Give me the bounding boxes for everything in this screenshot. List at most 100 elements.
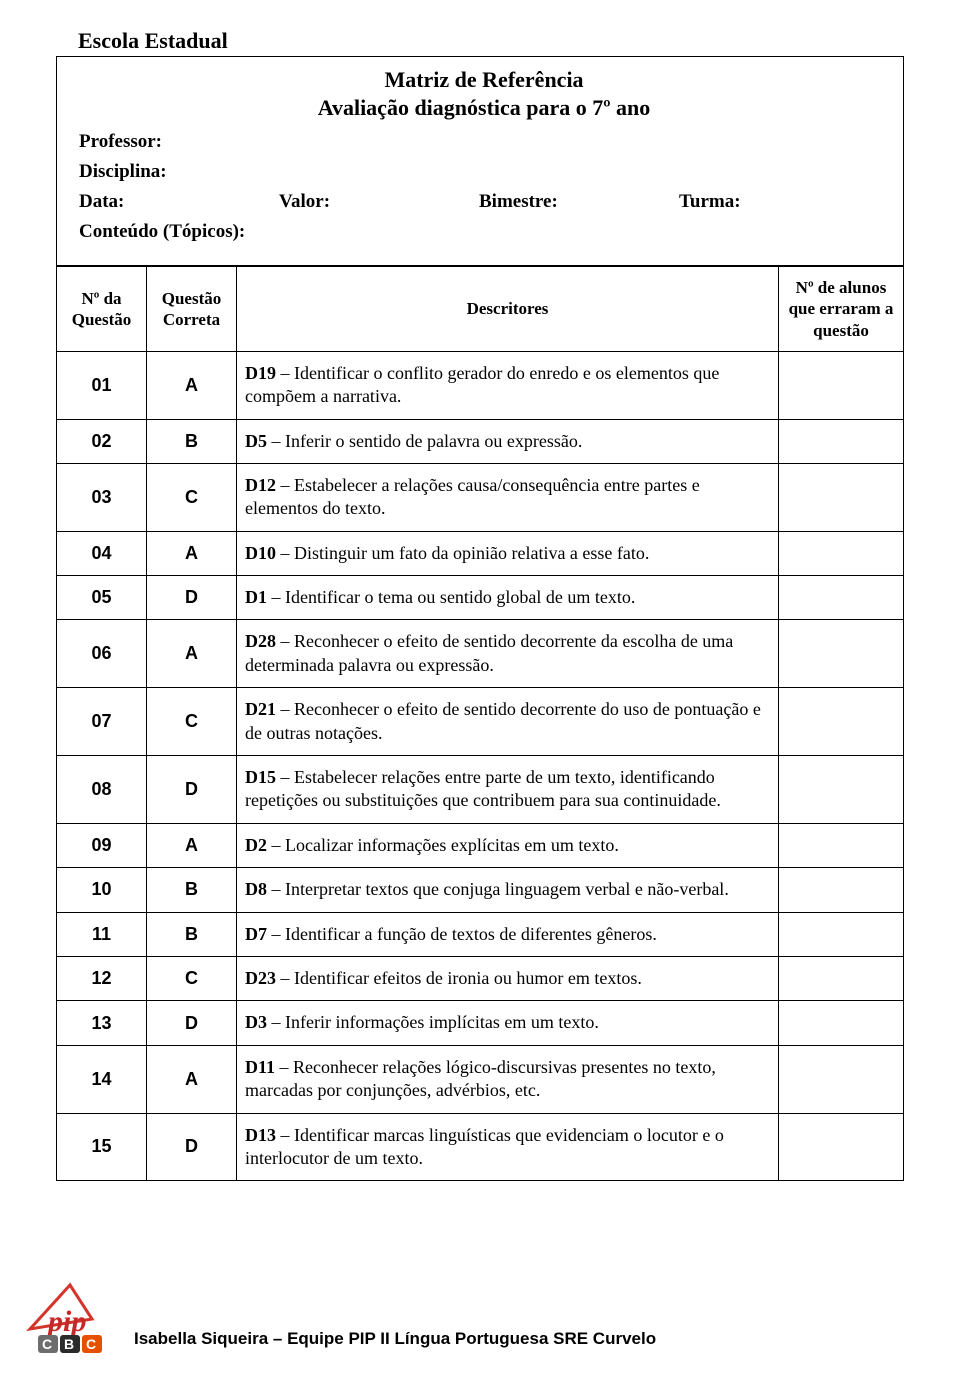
data-label: Data: [79,191,279,213]
cell-descriptor: D21 – Reconhecer o efeito de sentido dec… [237,688,779,756]
table-row: 15DD13 – Identificar marcas linguísticas… [57,1113,904,1181]
cell-correct-answer: A [147,1045,237,1113]
descriptor-text: – Identificar a função de textos de dife… [267,924,657,944]
cell-question-number: 07 [57,688,147,756]
cell-error-count [779,463,904,531]
cell-error-count [779,576,904,620]
cell-error-count [779,1113,904,1181]
cell-correct-answer: D [147,1001,237,1045]
descriptor-text: – Inferir informações implícitas em um t… [267,1012,599,1032]
descriptor-text: – Reconhecer o efeito de sentido decorre… [245,699,761,742]
professor-label: Professor: [79,131,889,153]
cell-question-number: 14 [57,1045,147,1113]
school-name: Escola Estadual [78,28,904,54]
cell-descriptor: D10 – Distinguir um fato da opinião rela… [237,531,779,575]
descriptor-code: D10 [245,543,276,563]
descriptor-text: – Reconhecer relações lógico-discursivas… [245,1057,716,1100]
table-row: 11BD7 – Identificar a função de textos d… [57,912,904,956]
cell-correct-answer: B [147,912,237,956]
cell-error-count [779,912,904,956]
svg-text:B: B [64,1336,74,1352]
cell-correct-answer: C [147,688,237,756]
cell-correct-answer: A [147,531,237,575]
cell-descriptor: D28 – Reconhecer o efeito de sentido dec… [237,620,779,688]
descriptor-text: – Estabelecer a relações causa/consequên… [245,475,700,518]
cell-correct-answer: C [147,463,237,531]
footer-text: Isabella Siqueira – Equipe PIP II Língua… [134,1329,656,1357]
table-row: 02BD5 – Inferir o sentido de palavra ou … [57,419,904,463]
cell-question-number: 04 [57,531,147,575]
table-row: 09AD2 – Localizar informações explícitas… [57,823,904,867]
table-row: 01AD19 – Identificar o conflito gerador … [57,351,904,419]
conteudo-label: Conteúdo (Tópicos): [79,221,889,243]
descriptor-text: – Identificar o tema ou sentido global d… [267,587,635,607]
cell-descriptor: D1 – Identificar o tema ou sentido globa… [237,576,779,620]
cell-correct-answer: A [147,620,237,688]
descriptor-code: D7 [245,924,267,944]
cell-correct-answer: D [147,756,237,824]
page: Escola Estadual Matriz de Referência Ava… [0,0,960,1379]
cell-error-count [779,620,904,688]
data-row: Data: Valor: Bimestre: Turma: [79,191,889,213]
cell-error-count [779,351,904,419]
col-header-answer: Questão Correta [147,267,237,352]
descriptor-text: – Inferir o sentido de palavra ou expres… [267,431,582,451]
cell-descriptor: D23 – Identificar efeitos de ironia ou h… [237,957,779,1001]
descriptor-code: D23 [245,968,276,988]
descriptor-code: D19 [245,363,276,383]
footer: pip C B C Isabella Siqueira – Equipe PIP… [20,1279,656,1357]
descriptor-text: – Identificar marcas linguísticas que ev… [245,1125,724,1168]
table-row: 04AD10 – Distinguir um fato da opinião r… [57,531,904,575]
descriptor-code: D1 [245,587,267,607]
cell-error-count [779,1045,904,1113]
cell-error-count [779,823,904,867]
table-row: 07CD21 – Reconhecer o efeito de sentido … [57,688,904,756]
cell-question-number: 06 [57,620,147,688]
table-row: 06AD28 – Reconhecer o efeito de sentido … [57,620,904,688]
descriptor-text: – Identificar o conflito gerador do enre… [245,363,719,406]
col-header-num: Nº da Questão [57,267,147,352]
cell-error-count [779,688,904,756]
cell-error-count [779,756,904,824]
turma-label: Turma: [679,191,879,213]
descriptor-code: D11 [245,1057,275,1077]
svg-text:C: C [86,1336,96,1352]
table-row: 10BD8 – Interpretar textos que conjuga l… [57,868,904,912]
descriptor-text: – Reconhecer o efeito de sentido decorre… [245,631,733,674]
cell-correct-answer: D [147,1113,237,1181]
descriptor-code: D15 [245,767,276,787]
cell-error-count [779,1001,904,1045]
descriptor-text: – Distinguir um fato da opinião relativa… [276,543,649,563]
descriptor-text: – Estabelecer relações entre parte de um… [245,767,721,810]
svg-text:C: C [42,1336,52,1352]
cell-correct-answer: B [147,868,237,912]
cell-descriptor: D15 – Estabelecer relações entre parte d… [237,756,779,824]
logo-pip-text: pip [45,1305,86,1338]
cell-error-count [779,419,904,463]
table-row: 13DD3 – Inferir informações implícitas e… [57,1001,904,1045]
descriptor-code: D5 [245,431,267,451]
cell-question-number: 12 [57,957,147,1001]
descriptor-text: – Identificar efeitos de ironia ou humor… [276,968,642,988]
table-row: 12CD23 – Identificar efeitos de ironia o… [57,957,904,1001]
descriptor-code: D2 [245,835,267,855]
header-box: Matriz de Referência Avaliação diagnósti… [56,56,904,266]
table-row: 03CD12 – Estabelecer a relações causa/co… [57,463,904,531]
doc-title: Matriz de Referência [79,67,889,93]
descriptor-code: D3 [245,1012,267,1032]
table-row: 05DD1 – Identificar o tema ou sentido gl… [57,576,904,620]
cell-descriptor: D3 – Inferir informações implícitas em u… [237,1001,779,1045]
title-block: Matriz de Referência Avaliação diagnósti… [79,67,889,121]
cell-question-number: 01 [57,351,147,419]
cell-descriptor: D13 – Identificar marcas linguísticas qu… [237,1113,779,1181]
pip-logo-svg: pip C B C [20,1279,120,1357]
descriptor-code: D21 [245,699,276,719]
cell-descriptor: D11 – Reconhecer relações lógico-discurs… [237,1045,779,1113]
table-row: 08DD15 – Estabelecer relações entre part… [57,756,904,824]
cell-question-number: 05 [57,576,147,620]
cell-descriptor: D5 – Inferir o sentido de palavra ou exp… [237,419,779,463]
cell-question-number: 02 [57,419,147,463]
valor-label: Valor: [279,191,479,213]
descriptor-table: Nº da Questão Questão Correta Descritore… [56,266,904,1181]
cell-question-number: 13 [57,1001,147,1045]
